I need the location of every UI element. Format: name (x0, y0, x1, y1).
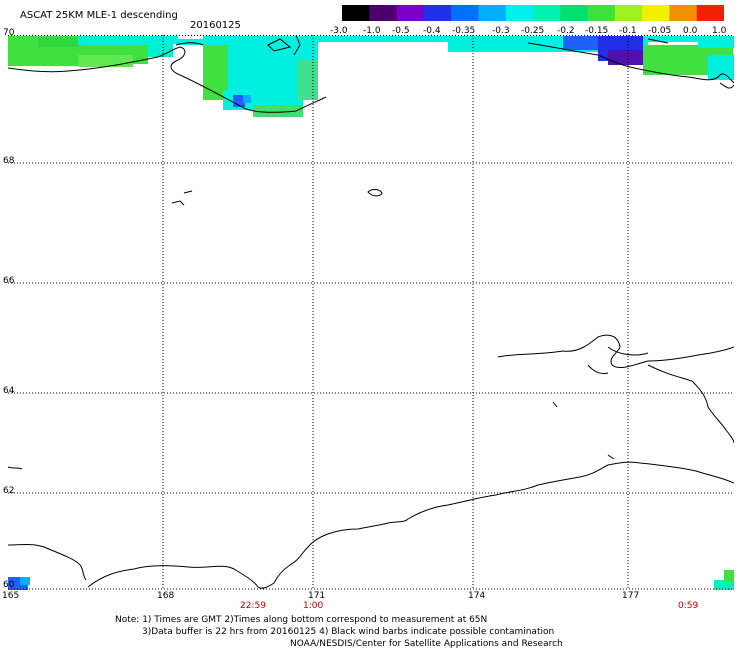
map (8, 35, 734, 590)
note-line-2: 3)Data buffer is 22 hrs from 20160125 4)… (142, 627, 555, 637)
colorbar-segment (587, 5, 616, 21)
lat-label: 60 (3, 580, 15, 590)
colorbar-segment (642, 5, 671, 21)
colorbar-label: -0.2 (557, 26, 575, 36)
colorbar-segment (369, 5, 398, 21)
colorbar-label: -0.5 (392, 26, 410, 36)
lon-label: 171 (308, 591, 326, 601)
colorbar-label: -0.35 (452, 26, 476, 36)
colorbar-segment (478, 5, 507, 21)
lon-label: 168 (157, 591, 175, 601)
colorbar-segment (696, 5, 724, 21)
colorbar-segment (614, 5, 643, 21)
colorbar-segment (669, 5, 698, 21)
colorbar-label: -1.0 (363, 26, 381, 36)
time-label: 22:59 (240, 601, 266, 611)
colorbar-label: -0.1 (619, 26, 637, 36)
colorbar-segment (342, 5, 370, 21)
lat-label: 68 (3, 156, 15, 166)
graticule (8, 35, 734, 590)
colorbar-segment (560, 5, 589, 21)
colorbar-label: -0.3 (492, 26, 510, 36)
lon-label: 174 (468, 591, 486, 601)
colorbar-label: -0.05 (648, 26, 672, 36)
colorbar-label: 1.0 (712, 26, 727, 36)
swath-data (8, 36, 734, 590)
colorbar-label: -3.0 (330, 26, 348, 36)
note-line-1: Note: 1) Times are GMT 2)Times along bot… (115, 615, 488, 625)
lon-label: 177 (622, 591, 640, 601)
colorbar-label: -0.25 (521, 26, 545, 36)
time-label: 0:59 (678, 601, 699, 611)
product-title: ASCAT 25KM MLE-1 descending (20, 10, 178, 21)
lat-label: 70 (3, 28, 15, 38)
colorbar-segment (451, 5, 480, 21)
coastline (8, 35, 734, 589)
colorbar-label: -0.4 (423, 26, 441, 36)
colorbar-segment (396, 5, 425, 21)
lat-label: 62 (3, 486, 15, 496)
colorbar (342, 5, 724, 21)
date-label: 20160125 (190, 20, 241, 31)
colorbar-label: -0.15 (585, 26, 609, 36)
colorbar-segment (423, 5, 452, 21)
colorbar-segment (533, 5, 561, 21)
time-label: 1:00 (303, 601, 324, 611)
colorbar-segment (505, 5, 534, 21)
lat-label: 66 (3, 276, 15, 286)
colorbar-label: 0.0 (683, 26, 698, 36)
lon-label: 165 (2, 591, 20, 601)
note-line-3: NOAA/NESDIS/Center for Satellite Applica… (290, 639, 563, 649)
lat-label: 64 (3, 386, 15, 396)
